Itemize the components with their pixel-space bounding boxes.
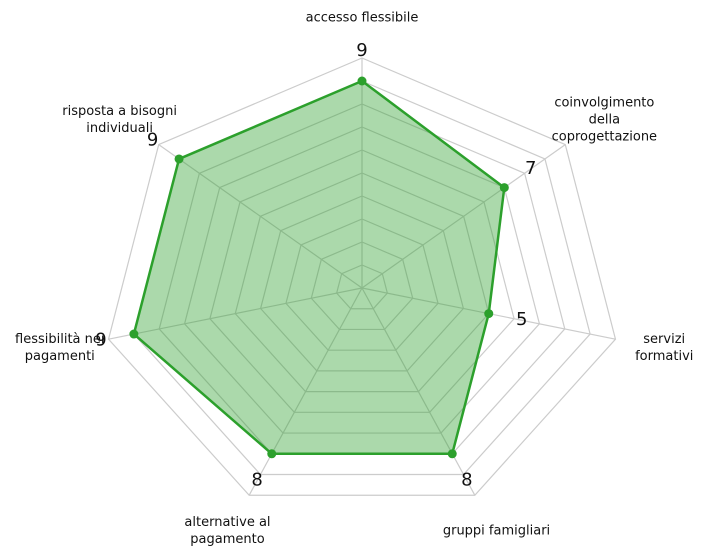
value-label: 9 — [147, 129, 158, 150]
grid-ring — [183, 126, 541, 434]
value-label: 5 — [516, 309, 527, 330]
data-point — [129, 329, 139, 339]
data-point — [499, 183, 509, 193]
category-label: servizi formativi — [635, 332, 694, 365]
grid-ring — [107, 57, 617, 496]
category-label: risposta a bisogni individuali — [62, 103, 177, 136]
data-point — [484, 309, 494, 319]
category-label: flessibilità nei pagamenti — [15, 332, 105, 365]
value-label: 9 — [95, 330, 106, 351]
grid-ring — [310, 241, 414, 331]
grid-ring — [259, 195, 465, 372]
spoke — [108, 287, 363, 340]
category-label: accesso flessibile — [305, 10, 419, 26]
grid-ring — [285, 218, 439, 351]
spoke — [248, 287, 363, 496]
category-label: coinvolgimento della coprogettazione — [551, 95, 658, 145]
data-point — [267, 449, 277, 459]
value-label: 9 — [356, 40, 367, 61]
value-label: 8 — [251, 470, 262, 491]
data-point — [447, 449, 457, 459]
spoke — [361, 144, 566, 289]
spoke — [361, 287, 476, 496]
data-point — [174, 154, 184, 164]
category-label: alternative al pagamento — [184, 515, 271, 548]
data-area — [132, 79, 506, 456]
grid-ring — [335, 264, 389, 310]
grid-ring — [234, 172, 490, 393]
spoke — [158, 144, 363, 289]
value-label: 7 — [525, 158, 536, 179]
grid-ring — [209, 149, 515, 413]
value-label: 8 — [461, 470, 472, 491]
data-point — [357, 76, 367, 86]
category-label: gruppi famigliari — [442, 523, 551, 539]
